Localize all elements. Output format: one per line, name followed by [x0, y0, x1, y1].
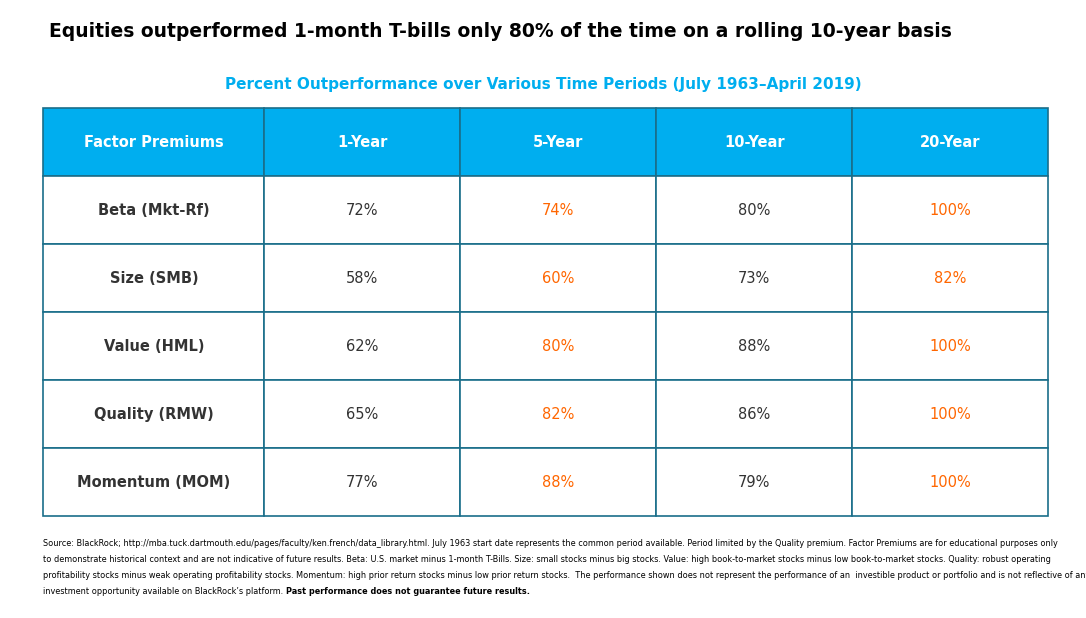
Text: Momentum (MOM): Momentum (MOM): [77, 475, 230, 489]
Text: Quality (RMW): Quality (RMW): [94, 407, 214, 421]
Text: 100%: 100%: [930, 203, 971, 218]
Text: 10-Year: 10-Year: [724, 135, 784, 150]
Text: investment opportunity available on BlackRock’s platform.: investment opportunity available on Blac…: [43, 587, 289, 596]
Text: 5-Year: 5-Year: [533, 135, 583, 150]
Text: investment opportunity available on BlackRock’s platform.  Past performance does: investment opportunity available on Blac…: [43, 587, 504, 596]
Text: 80%: 80%: [542, 339, 574, 353]
Text: 60%: 60%: [542, 271, 574, 286]
Text: Percent Outperformance over Various Time Periods (July 1963–April 2019): Percent Outperformance over Various Time…: [225, 77, 861, 92]
Text: Value (HML): Value (HML): [103, 339, 204, 353]
Text: 100%: 100%: [930, 407, 971, 421]
Text: Beta (Mkt-Rf): Beta (Mkt-Rf): [98, 203, 210, 218]
Text: 77%: 77%: [346, 475, 379, 489]
Text: 74%: 74%: [542, 203, 574, 218]
Text: Equities outperformed 1-month T-bills only 80% of the time on a rolling 10-year : Equities outperformed 1-month T-bills on…: [49, 22, 951, 41]
Text: 79%: 79%: [738, 475, 770, 489]
Text: 88%: 88%: [542, 475, 574, 489]
Text: Source: BlackRock; http://mba.tuck.dartmouth.edu/pages/faculty/ken.french/data_l: Source: BlackRock; http://mba.tuck.dartm…: [43, 539, 1058, 548]
Text: Factor Premiums: Factor Premiums: [84, 135, 224, 150]
Text: 72%: 72%: [346, 203, 379, 218]
Text: 100%: 100%: [930, 475, 971, 489]
Text: 73%: 73%: [738, 271, 770, 286]
Text: Past performance does not guarantee future results.: Past performance does not guarantee futu…: [286, 587, 530, 596]
Text: 82%: 82%: [934, 271, 967, 286]
Text: 62%: 62%: [346, 339, 379, 353]
Text: profitability stocks minus weak operating profitability stocks. Momentum: high p: profitability stocks minus weak operatin…: [43, 571, 1086, 580]
Text: 65%: 65%: [346, 407, 379, 421]
Text: 82%: 82%: [542, 407, 574, 421]
Text: 1-Year: 1-Year: [337, 135, 388, 150]
Text: 80%: 80%: [738, 203, 770, 218]
Text: 100%: 100%: [930, 339, 971, 353]
Text: to demonstrate historical context and are not indicative of future results. Beta: to demonstrate historical context and ar…: [43, 555, 1051, 564]
Text: 20-Year: 20-Year: [920, 135, 981, 150]
Text: 58%: 58%: [346, 271, 379, 286]
Text: 86%: 86%: [738, 407, 770, 421]
Text: 88%: 88%: [738, 339, 770, 353]
Text: Size (SMB): Size (SMB): [110, 271, 199, 286]
